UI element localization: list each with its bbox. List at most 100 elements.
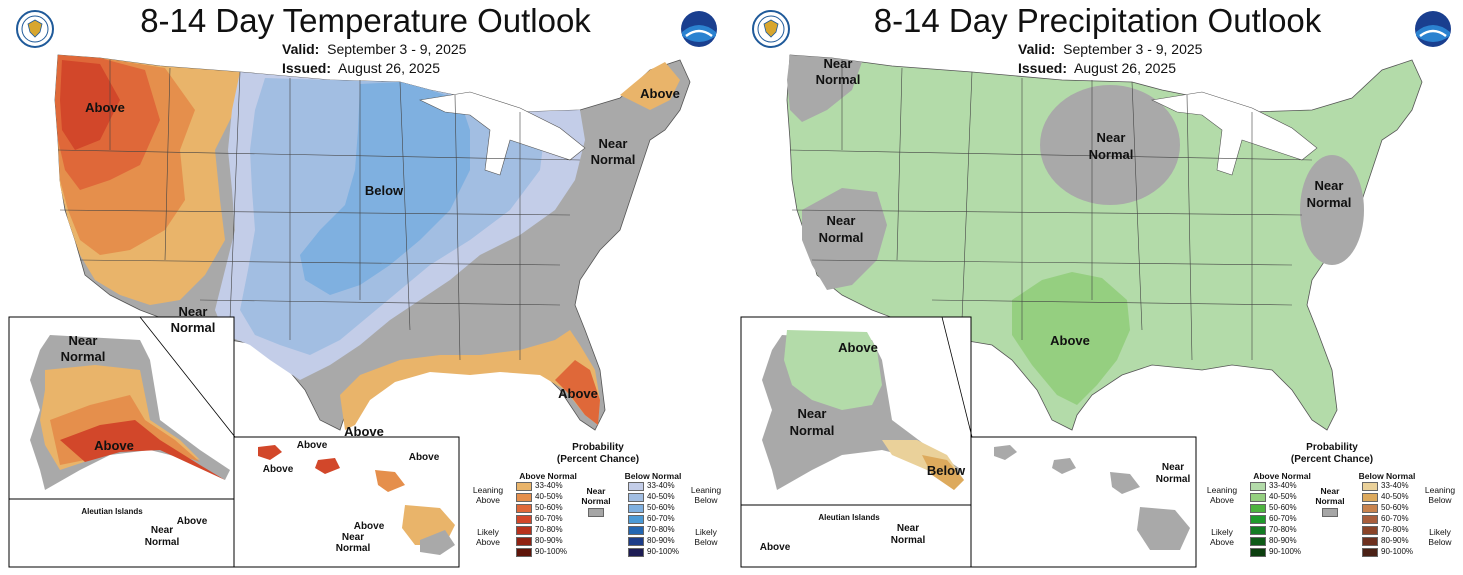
legend-below-range: 80-90% — [647, 536, 675, 545]
noaa-logo-icon — [1415, 11, 1451, 47]
hawaii-island-oahu — [1052, 458, 1076, 474]
legend-above-swatch — [516, 526, 532, 535]
legend-above-range: 60-70% — [535, 514, 563, 523]
legend-likely-below-1: Likely — [695, 527, 717, 537]
legend-near-head-2: Normal — [581, 496, 611, 506]
temperature-legend: Probability (Percent Chance) Above Norma… — [468, 440, 728, 570]
legend-below-range: 33-40% — [1381, 481, 1409, 490]
legend-above-head: Above Normal — [1253, 471, 1311, 481]
legend-above-swatch — [1250, 504, 1266, 513]
legend-below-range: 33-40% — [647, 481, 675, 490]
legend-below-range: 40-50% — [1381, 492, 1409, 501]
precipitation-dates: Valid: September 3 - 9, 2025 Issued: Aug… — [1018, 40, 1202, 78]
issued-value: August 26, 2025 — [338, 60, 441, 76]
label-near-east-1: Near — [1315, 178, 1344, 193]
label-hi-near-1: Near — [1162, 462, 1184, 473]
temperature-dates: Valid: September 3 - 9, 2025 Issued: Aug… — [282, 40, 466, 78]
alaska-above-region — [784, 330, 882, 410]
legend-below-swatch — [1362, 548, 1378, 557]
legend-above-range: 80-90% — [1269, 536, 1297, 545]
label-hi-above-3: Above — [409, 452, 440, 463]
legend-leaning-above-1: Leaning — [1206, 485, 1238, 495]
legend-below-swatch — [1362, 526, 1378, 535]
label-near-ca-1: Near — [827, 213, 856, 228]
near-ca-region — [802, 188, 887, 290]
label-below-central: Below — [365, 183, 404, 198]
hawaii-island-kauai — [994, 445, 1017, 460]
legend-below-swatch — [628, 493, 644, 502]
temperature-map: Above Below Near Normal Near Normal Abov… — [8, 54, 691, 568]
valid-value: September 3 - 9, 2025 — [1063, 41, 1203, 57]
legend-leaning-above-1: Leaning — [472, 485, 504, 495]
legend-below-swatch — [628, 548, 644, 557]
legend-near-head-2: Normal — [1315, 496, 1345, 506]
legend-likely-below-2: Below — [1428, 537, 1452, 547]
legend-below-range: 60-70% — [647, 514, 675, 523]
legend-below-swatch — [1362, 515, 1378, 524]
above-ne-region — [620, 62, 680, 110]
legend-likely-above-2: Above — [475, 537, 501, 547]
legend-leaning-below-2: Below — [694, 495, 718, 505]
legend-above-range: 70-80% — [535, 525, 563, 534]
legend-above-swatch — [1250, 482, 1266, 491]
legend-leaning-below-2: Below — [1428, 495, 1452, 505]
legend-above-range: 90-100% — [1269, 547, 1302, 556]
valid-value: September 3 - 9, 2025 — [327, 41, 467, 57]
legend-above-swatch — [516, 537, 532, 546]
precipitation-map: Near Normal Near Normal Near Normal Near… — [740, 54, 1423, 568]
legend-below-range: 50-60% — [1381, 503, 1409, 512]
legend-above-range: 40-50% — [535, 492, 563, 501]
doc-seal-icon — [16, 10, 54, 48]
valid-label: Valid: — [1018, 41, 1056, 57]
legend-above-range: 50-60% — [535, 503, 563, 512]
legend-near-head-1: Near — [1320, 486, 1340, 496]
near-nw-region — [787, 55, 862, 122]
label-near-normal-ne-2: Normal — [591, 152, 636, 167]
legend-title-2: (Percent Chance) — [556, 454, 640, 465]
above-florida-region — [555, 360, 600, 425]
great-lakes — [1151, 91, 1318, 176]
legend-near-head-1: Near — [586, 486, 606, 496]
legend-above-range: 70-80% — [1269, 525, 1297, 534]
legend-below-swatch — [628, 482, 644, 491]
legend-above-swatch — [1250, 526, 1266, 535]
label-near-normal-sw-2: Normal — [171, 320, 216, 335]
near-east-region — [1300, 155, 1364, 265]
legend-above-swatch — [1250, 537, 1266, 546]
legend-above-swatch — [516, 515, 532, 524]
label-hi-above-2: Above — [263, 464, 294, 475]
legend-below-head: Below Normal — [1358, 471, 1416, 481]
legend-above-swatch — [1250, 515, 1266, 524]
precipitation-outlook-panel: Near Normal Near Normal Near Normal Near… — [732, 0, 1463, 575]
legend-above-swatch — [516, 504, 532, 513]
label-ak-near-2: Normal — [61, 349, 106, 364]
issued-label: Issued: — [282, 60, 332, 76]
label-aleutian-near-1: Near — [897, 523, 919, 534]
label-above-florida: Above — [558, 386, 598, 401]
issued-value: August 26, 2025 — [1074, 60, 1177, 76]
label-near-north-2: Normal — [1089, 147, 1134, 162]
legend-title-1: Probability — [1306, 442, 1358, 453]
legend-likely-above-1: Likely — [1211, 527, 1233, 537]
label-near-north-1: Near — [1097, 130, 1126, 145]
aleutian-inset-box — [740, 504, 972, 568]
legend-title-2: (Percent Chance) — [1290, 454, 1374, 465]
alaska-above-50 — [60, 420, 225, 480]
label-hi-near-1: Near — [342, 532, 364, 543]
legend-near-swatch — [588, 508, 604, 517]
legend-above-range: 60-70% — [1269, 514, 1297, 523]
noaa-logo-icon — [681, 11, 717, 47]
temperature-title: 8-14 Day Temperature Outlook — [140, 2, 591, 39]
legend-above-range: 90-100% — [535, 547, 568, 556]
legend-below-range: 60-70% — [1381, 514, 1409, 523]
label-above-gulf: Above — [344, 424, 384, 439]
legend-above-swatch — [516, 548, 532, 557]
legend-above-swatch — [516, 493, 532, 502]
label-aleutian-above: Above — [760, 542, 791, 553]
label-hi-above-1: Above — [297, 440, 328, 451]
label-near-east-2: Normal — [1307, 195, 1352, 210]
legend-leaning-below-1: Leaning — [690, 485, 722, 495]
label-above-south: Above — [1050, 333, 1090, 348]
aleutian-inset-box — [8, 498, 235, 568]
legend-likely-below-1: Likely — [1429, 527, 1451, 537]
